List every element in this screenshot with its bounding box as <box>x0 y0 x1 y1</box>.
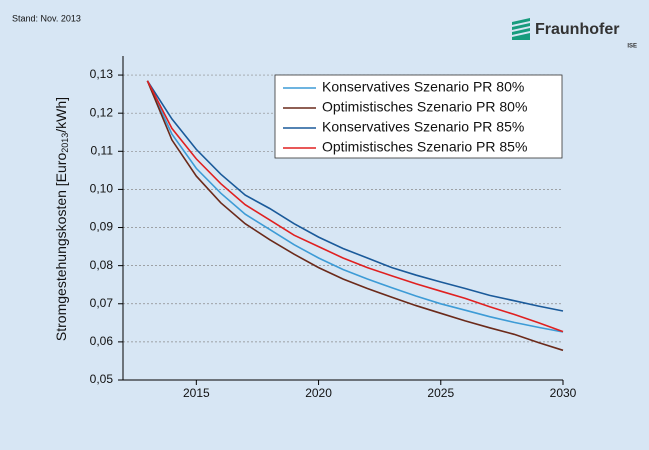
y-label-end: /kWh] <box>53 97 69 133</box>
logo-sub: ISE <box>627 44 637 50</box>
series-line <box>146 80 564 333</box>
series-line <box>146 80 564 333</box>
y-label-sub: 2013 <box>60 133 70 153</box>
y-tick-label: 0,07 <box>90 296 114 310</box>
y-tick-label: 0,12 <box>90 105 114 119</box>
x-tick-label: 2030 <box>550 386 577 400</box>
y-tick-label: 0,11 <box>91 143 114 157</box>
y-tick-label: 0,06 <box>90 334 114 348</box>
y-tick-label: 0,05 <box>90 372 114 386</box>
logo-text: Fraunhofer <box>535 21 619 38</box>
x-tick-label: 2020 <box>305 386 332 400</box>
legend-label: Optimistisches Szenario PR 85% <box>322 139 527 155</box>
logo: Fraunhofer ISE <box>512 18 637 50</box>
y-axis-label: Stromgestehungskosten [Euro2013/kWh] <box>53 97 71 341</box>
y-tick-label: 0,09 <box>90 220 114 234</box>
legend-label: Konservatives Szenario PR 85% <box>322 119 524 135</box>
x-tick-label: 2025 <box>427 386 454 400</box>
legend-label: Konservatives Szenario PR 80% <box>322 79 524 95</box>
y-tick-label: 0,10 <box>90 182 114 196</box>
y-tick-label: 0,08 <box>90 258 114 272</box>
legend-box <box>274 74 563 159</box>
series-line <box>146 80 564 312</box>
y-label-main: Stromgestehungskosten [Euro <box>53 153 69 342</box>
legend-label: Optimistisches Szenario PR 80% <box>322 99 527 115</box>
x-tick-label: 2015 <box>183 386 210 400</box>
y-tick-label: 0,13 <box>90 67 114 81</box>
note: Stand: Nov. 2013 <box>12 13 81 23</box>
series-line <box>146 80 564 352</box>
logo-mark <box>512 18 530 40</box>
